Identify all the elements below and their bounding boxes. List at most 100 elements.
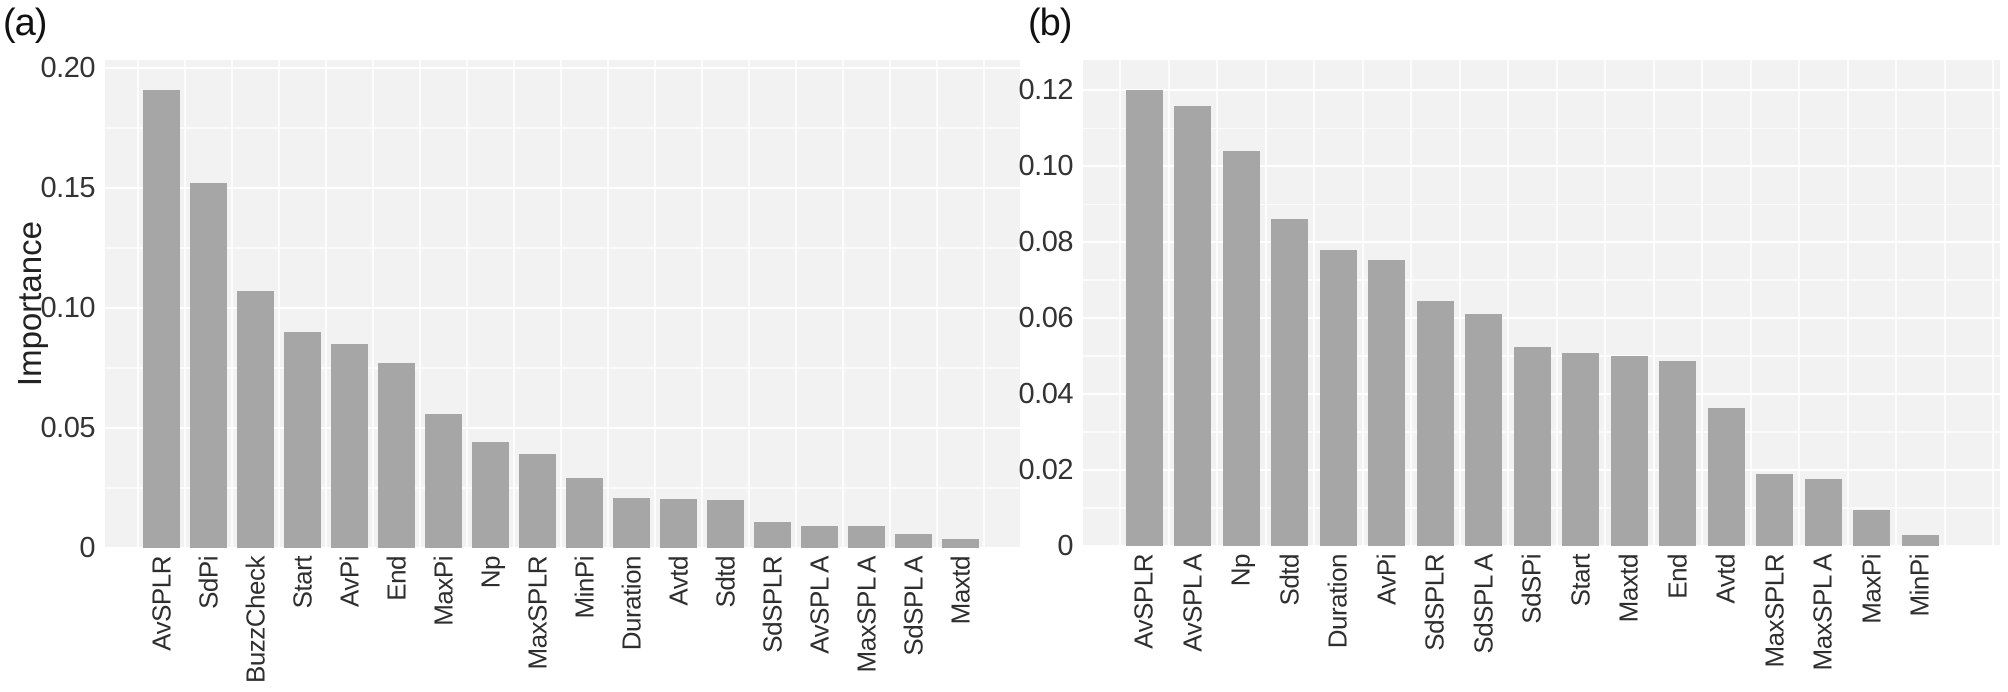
x-tick-label: Start — [287, 556, 317, 609]
bar-Maxtd — [942, 538, 979, 548]
y-tick-label: 0.10 — [1018, 150, 1074, 183]
bar-MaxSPLR — [519, 454, 556, 548]
vertical-gridline — [325, 60, 327, 548]
y-tick-label: 0.10 — [40, 291, 96, 324]
x-tick-label: AvPi — [334, 556, 364, 607]
major-gridline — [105, 547, 1020, 549]
bar-Avtd — [1707, 408, 1745, 546]
vertical-gridline — [1798, 60, 1800, 546]
panel-label-b: (b) — [1028, 2, 1072, 44]
minor-gridline — [105, 487, 1020, 489]
major-gridline — [1083, 165, 2000, 168]
vertical-gridline — [748, 60, 750, 548]
vertical-gridline — [1167, 60, 1170, 546]
vertical-gridline — [1652, 60, 1655, 546]
x-tick-label: Sdtd — [1274, 554, 1305, 606]
bar-End — [378, 363, 415, 548]
x-tick-label: Np — [1225, 554, 1256, 587]
chart-b: (b) 0 0.02 0.04 0.06 0.08 0.10 0.12 AvSPLR AvSPL… — [1019, 0, 2008, 692]
minor-gridline — [105, 247, 1020, 249]
bar-MinPi — [1901, 534, 1939, 546]
vertical-gridline — [231, 60, 233, 548]
y-tick-label: 0 — [79, 532, 95, 564]
bar-MaxSPLR — [1756, 473, 1794, 546]
vertical-gridline — [936, 60, 938, 548]
bar-Duration — [1319, 249, 1357, 546]
vertical-gridline — [1458, 60, 1461, 546]
vertical-gridline — [654, 60, 656, 548]
vertical-gridline — [419, 60, 421, 548]
chart-a: (a) Importance 0 0.05 0.10 0.15 0.20 AvSPLR Sd… — [3, 2, 1020, 683]
x-tick-label: Avtd — [1710, 554, 1741, 604]
vertical-gridline — [1507, 60, 1509, 546]
major-gridline — [1083, 545, 2000, 547]
bar-AvSPL-A — [1174, 105, 1212, 546]
bar-BuzzCheck — [237, 291, 274, 548]
vertical-gridline — [1943, 60, 1946, 546]
bar-SdPi — [190, 183, 227, 548]
bar-SdSPL-A — [895, 534, 932, 548]
bar-Avtd — [660, 499, 697, 548]
vertical-gridline — [560, 60, 562, 548]
x-tick-label: Duration — [616, 556, 646, 651]
panel-label-a: (a) — [3, 2, 47, 44]
x-tick-label: SdSPLR — [757, 556, 787, 653]
x-tick-label: MaxPi — [1856, 554, 1887, 624]
vertical-gridline — [1555, 60, 1558, 546]
vertical-gridline — [278, 60, 280, 548]
bar-MaxSPL-A — [848, 526, 885, 548]
x-tick-label: Start — [1565, 554, 1596, 607]
vertical-gridline — [607, 60, 609, 548]
x-tick-label: End — [381, 556, 411, 601]
x-tick-label: MaxSPLR — [1759, 554, 1790, 668]
bar-MaxPi — [425, 413, 462, 548]
vertical-gridline — [1701, 60, 1703, 546]
bar-Maxtd — [1610, 356, 1648, 546]
x-tick-label: MaxPi — [428, 556, 458, 626]
bar-Sdtd — [1271, 219, 1309, 546]
vertical-gridline — [1119, 60, 1121, 546]
vertical-gridline — [983, 60, 985, 548]
x-tick-label: Avtd — [663, 556, 693, 606]
x-tick-label: End — [1662, 554, 1693, 599]
bar-Np — [1222, 151, 1260, 546]
bar-End — [1659, 361, 1697, 546]
x-tick-label: Maxtd — [945, 556, 975, 625]
vertical-gridline — [372, 60, 374, 548]
vertical-gridline — [889, 60, 891, 548]
bar-AvPi — [1368, 260, 1406, 546]
x-tick-label: Sdtd — [710, 556, 740, 608]
bar-MaxPi — [1853, 509, 1891, 546]
y-tick-label: 0 — [1057, 530, 1073, 562]
vertical-gridline — [1313, 60, 1315, 546]
x-tick-label: SdSPi — [1516, 554, 1547, 624]
bar-Start — [284, 331, 321, 548]
minor-gridline — [105, 367, 1020, 369]
x-tick-label: AvSPLR — [1128, 554, 1159, 649]
vertical-gridline — [1895, 60, 1897, 546]
vertical-gridline — [701, 60, 703, 548]
bar-SdSPL-A — [1465, 314, 1503, 546]
bar-Start — [1562, 353, 1600, 546]
major-gridline — [105, 306, 1020, 309]
y-tick-label: 0.20 — [40, 51, 96, 84]
x-tick-label: AvPi — [1371, 554, 1402, 605]
x-tick-label: MinPi — [1904, 554, 1935, 617]
x-tick-label: MaxSPL A — [851, 556, 881, 673]
vertical-gridline — [1846, 60, 1849, 546]
x-tick-label: MaxSPL A — [1807, 554, 1838, 671]
bar-Sdtd — [707, 500, 744, 548]
major-gridline — [105, 426, 1020, 429]
bar-Duration — [613, 497, 650, 548]
x-tick-label: Duration — [1322, 554, 1353, 649]
vertical-gridline — [1992, 60, 1994, 546]
x-tick-label: SdPi — [193, 556, 223, 609]
y-tick-label: 0.05 — [40, 411, 96, 444]
minor-gridline — [1083, 279, 2000, 281]
minor-gridline — [1083, 127, 2000, 130]
x-tick-label: SdSPL A — [898, 556, 928, 656]
x-tick-label: AvSPL A — [804, 556, 834, 654]
x-tick-label: MinPi — [569, 556, 599, 619]
bar-AvSPLR — [1125, 90, 1163, 546]
